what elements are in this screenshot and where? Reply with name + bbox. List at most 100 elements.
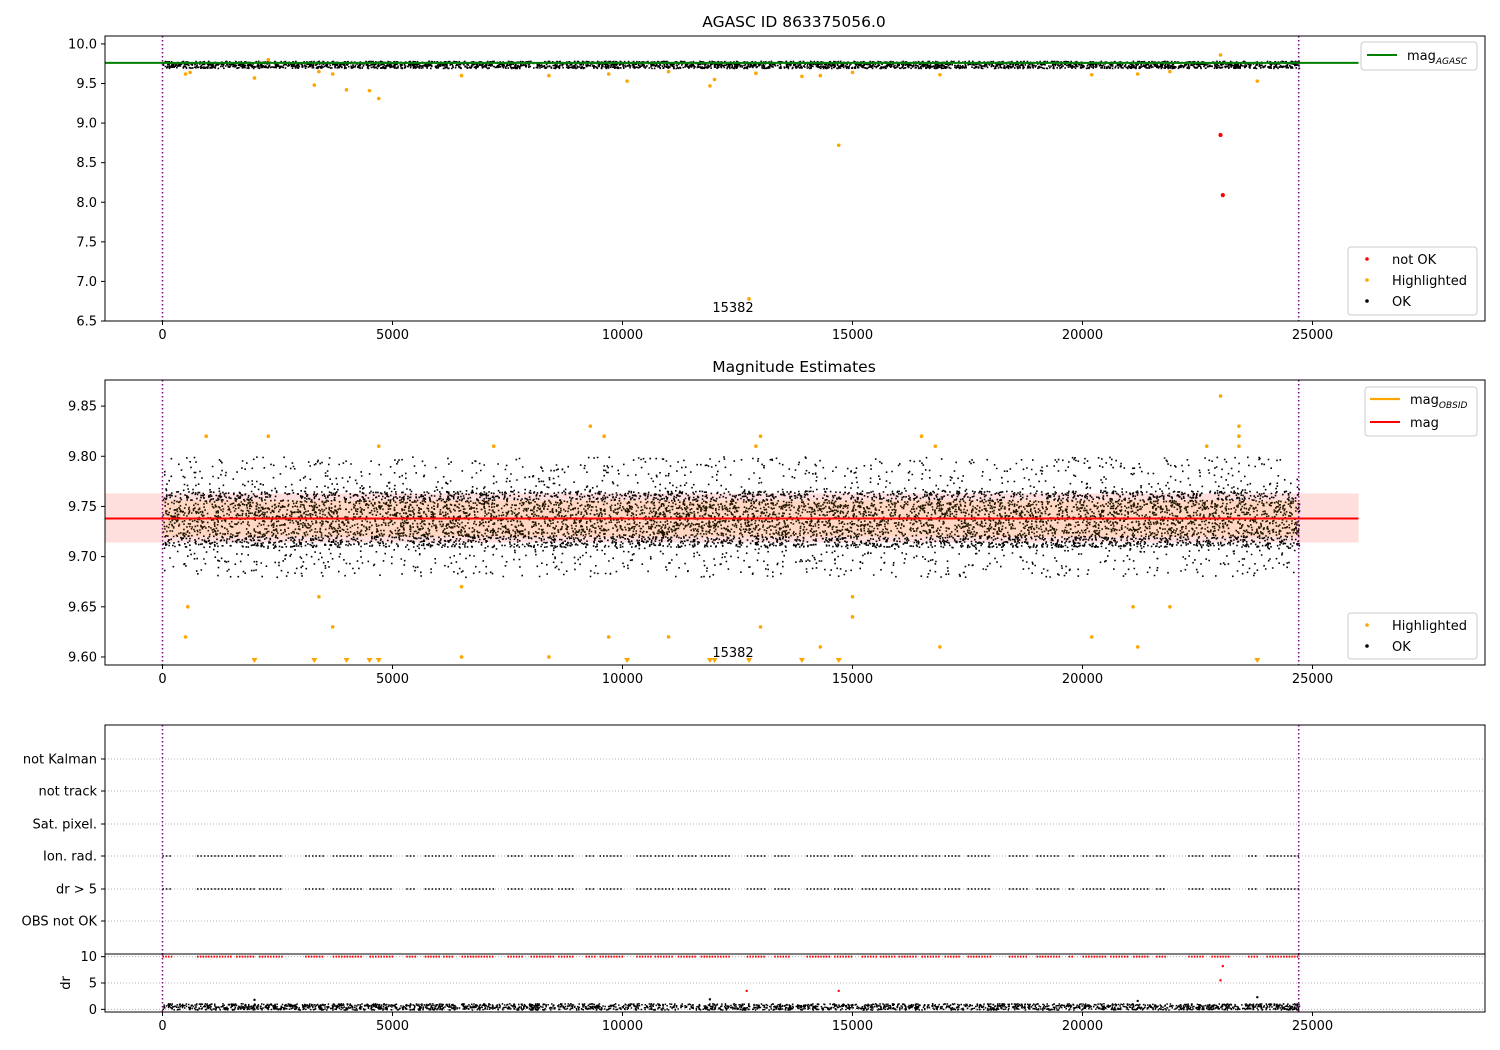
highlighted-point <box>606 635 611 639</box>
dr-xtick-label: 15000 <box>832 1019 873 1034</box>
legend-estimates-ok-label: OK <box>1392 640 1411 655</box>
highlighted-clipped-marker <box>798 658 805 663</box>
highlighted-point <box>919 434 924 438</box>
highlighted-clipped-marker <box>251 658 258 663</box>
highlighted-point <box>376 96 381 101</box>
not-ok-point <box>1220 193 1225 198</box>
highlighted-point <box>491 444 496 449</box>
estimates-ytick-label: 9.70 <box>68 550 97 565</box>
highlighted-point <box>1237 444 1241 449</box>
highlighted-point <box>330 625 335 629</box>
agasc-ytick-label: 8.0 <box>76 196 97 211</box>
dr-red-point <box>1219 979 1222 982</box>
estimates-ytick-label: 9.80 <box>68 450 97 465</box>
panel-dr-axes: 0 5000 10000 15000 20000 25000 0 5 10 <box>80 950 1333 1034</box>
highlighted-point <box>758 625 763 629</box>
estimates-ytick-label: 9.75 <box>68 500 97 515</box>
legend-estimates-highlighted-label: Highlighted <box>1392 619 1467 634</box>
dr-black-point <box>708 998 712 1001</box>
flag-ytick-label: Ion. rad. <box>43 850 97 865</box>
highlighted-point <box>850 594 855 599</box>
highlighted-point <box>933 444 938 449</box>
highlighted-point <box>204 434 208 438</box>
flag-ytick-label: not track <box>38 785 97 800</box>
highlighted-point <box>367 88 372 93</box>
highlighted-point <box>1237 424 1241 428</box>
legend-ok-label: OK <box>1392 295 1411 310</box>
panel-flags-data-layer <box>105 725 1485 954</box>
highlighted-point <box>754 444 758 449</box>
legend-mag-agasc-label: magAGASC <box>1407 49 1468 67</box>
estimates-xtick-label: 25000 <box>1292 672 1333 687</box>
highlighted-point <box>818 73 823 78</box>
flag-marks <box>162 855 1299 857</box>
panel-agasc-frame <box>104 35 1486 322</box>
dr-black-point <box>253 998 256 1002</box>
highlighted-point <box>606 72 611 76</box>
dr-xtick-label: 20000 <box>1062 1019 1103 1034</box>
highlighted-point <box>266 434 271 438</box>
flag-ytick-label: OBS not OK <box>22 915 98 930</box>
dr-ok-points <box>162 1003 1301 1011</box>
panel-magnitude-estimates: Magnitude Estimates 0 5000 10000 15000 20000… <box>68 358 1486 687</box>
agasc-xtick-label: 20000 <box>1062 328 1103 343</box>
highlighted-point <box>376 444 381 449</box>
dr-black-point <box>1136 999 1139 1003</box>
highlighted-clipped-marker <box>706 658 713 663</box>
highlighted-point <box>1218 53 1223 57</box>
highlighted-point <box>252 76 257 80</box>
not-ok-point <box>1218 132 1223 138</box>
legend-estimates-points: Highlighted OK <box>1347 612 1478 660</box>
dr-black-point <box>1256 996 1259 999</box>
highlighted-clipped-marker <box>1254 658 1261 663</box>
panel-dr-data-layer <box>105 954 1485 1012</box>
agasc-ytick-label: 8.5 <box>76 156 97 171</box>
agasc-ytick-label: 7.5 <box>76 235 97 250</box>
highlighted-point <box>818 645 823 649</box>
dr-xtick-label: 10000 <box>602 1019 643 1034</box>
highlighted-point <box>1135 645 1140 649</box>
highlighted-point <box>666 635 671 639</box>
highlighted-point <box>459 655 464 659</box>
legend-highlighted-label: Highlighted <box>1392 274 1467 289</box>
highlighted-point <box>625 79 629 83</box>
highlighted-point <box>183 72 188 76</box>
highlighted-point <box>666 69 671 74</box>
agasc-xtick-label: 5000 <box>376 328 409 343</box>
flag-ytick-label: Sat. pixel. <box>33 818 97 833</box>
estimates-xtick-label: 5000 <box>376 672 409 687</box>
agasc-ytick-label: 10.0 <box>68 37 97 52</box>
highlighted-point <box>850 70 855 75</box>
flag-ytick-label: dr > 5 <box>56 883 97 898</box>
panel-flags: not Kalman not track Sat. pixel. Ion. rad. d… <box>22 724 1486 955</box>
legend-mag-label: mag <box>1410 416 1439 431</box>
panel-agasc-title: AGASC ID 863375056.0 <box>702 13 886 31</box>
highlighted-point <box>588 424 593 428</box>
highlighted-point <box>800 74 804 79</box>
highlighted-clipped-marker <box>311 658 318 663</box>
estimates-ytick-label: 9.85 <box>68 400 97 415</box>
highlighted-point <box>754 71 758 76</box>
agasc-xtick-label: 10000 <box>602 328 643 343</box>
highlighted-point <box>602 434 606 438</box>
highlighted-point <box>836 143 841 148</box>
dr-ytick-label: 10 <box>80 950 97 965</box>
estimates-xtick-label: 20000 <box>1062 672 1103 687</box>
dr-axis-label: dr <box>59 976 74 990</box>
obsid-label-middle: 15382 <box>712 646 753 661</box>
agasc-ytick-label: 9.5 <box>76 77 97 92</box>
agasc-xtick-label: 15000 <box>832 328 873 343</box>
highlighted-clipped-marker <box>746 658 752 663</box>
obsid-label-top: 15382 <box>712 301 753 316</box>
highlighted-point <box>1135 72 1140 76</box>
highlighted-clipped-marker <box>835 658 842 663</box>
estimates-ytick-label: 9.65 <box>68 600 97 615</box>
highlighted-point <box>312 83 317 87</box>
agasc-ytick-label: 9.0 <box>76 117 97 132</box>
highlighted-point <box>1218 394 1223 398</box>
panel-estimates-frame <box>104 379 1486 666</box>
highlighted-point <box>317 69 321 74</box>
highlighted-point <box>344 88 349 92</box>
agasc-xtick-label: 0 <box>158 328 166 343</box>
